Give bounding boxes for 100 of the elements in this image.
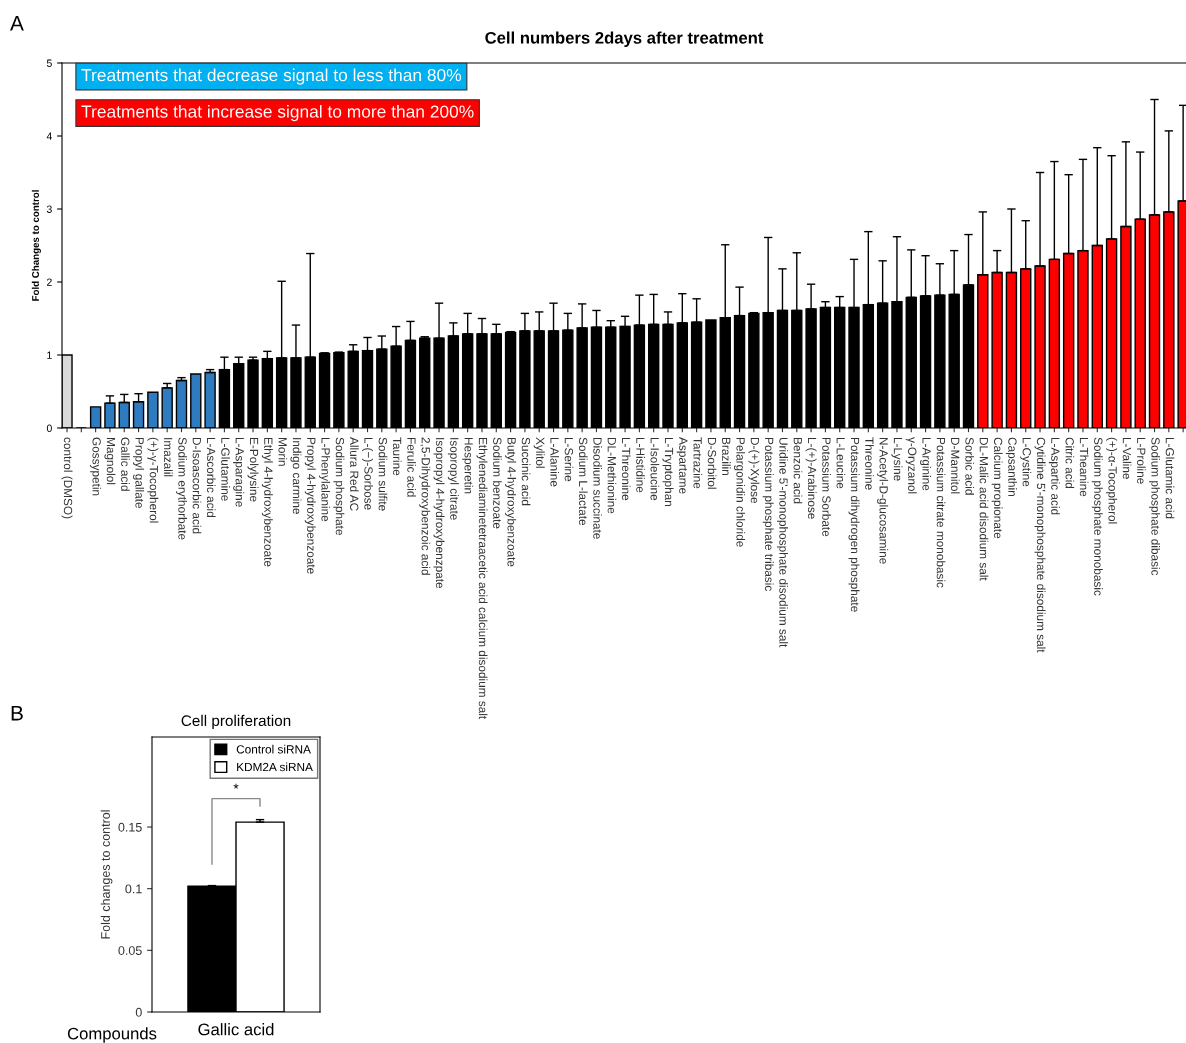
x-tick-label: L-Phenylalanine xyxy=(319,438,331,522)
x-tick-label: Pelargonidin chloride xyxy=(734,438,746,547)
x-tick-label: 2,5-Dihydroxybenzoic acid xyxy=(419,437,431,575)
x-tick-label: D-(+)-Xylose xyxy=(748,438,760,504)
x-tick-label: L-Alanine xyxy=(550,438,560,487)
x-tick-label: Succinic acid xyxy=(521,437,531,506)
x-tick-label: Sodium phosphate xyxy=(333,437,345,535)
x-tick-label: Gossypetin xyxy=(90,437,102,496)
x-tick-label: Potassium Sorbate xyxy=(822,438,831,537)
x-tick-label: L-Ascorbic acid xyxy=(206,438,216,517)
x-tick-label: Magnolol xyxy=(104,438,116,485)
y-tick-label: 0 xyxy=(135,1007,142,1017)
x-tick-label: Cytidine 5'-monophosphate disodium salt xyxy=(1034,437,1046,653)
x-tick-label: Ethylenediaminetetraacetic acid calcium disodium salt xyxy=(476,438,488,720)
x-tick-label: Disodium succinate xyxy=(593,438,602,539)
x-tick-label: (+)-α-Tocopherol xyxy=(1106,437,1118,524)
x-tick-label: L-Histidine xyxy=(636,438,645,493)
y-tick-label: 0.1 xyxy=(125,884,142,894)
x-tick-label: D-Mannitol xyxy=(951,438,960,494)
x-tick-label: Calcium propionate xyxy=(991,437,1003,539)
x-tick-label: L-Isoleucine xyxy=(650,438,660,501)
x-tick-label: Butyl 4-hydroxybenzoate xyxy=(505,438,517,567)
x-tick-label: Threonine xyxy=(865,437,874,490)
x-tick-label: L-Serine xyxy=(564,438,574,482)
x-tick-label: Taurine xyxy=(392,437,402,476)
x-tick-label: L-Glutamine xyxy=(221,438,230,501)
x-tick-label: Sodium sulfite xyxy=(378,437,388,511)
annotation: Treatments that decrease signal to less than 80% xyxy=(81,68,462,85)
x-tick-label: Sodium benzoate xyxy=(493,437,502,529)
x-tick-label: L-Theanine xyxy=(1079,438,1089,497)
x-tick-label: Potassium citrate monobasic xyxy=(936,438,946,588)
y-tick-label: 0.15 xyxy=(118,822,142,832)
x-tick-label: D-Isoascorbic acid xyxy=(192,438,202,534)
x-tick-label: Isopropyl citrate xyxy=(447,438,459,520)
x-tick-label: Propyl gallate xyxy=(133,438,145,509)
x-tick-label: control (DMSO) xyxy=(61,437,73,519)
x-tick-label: L-Tryptophan xyxy=(662,438,674,507)
x-tick-label: Morin xyxy=(278,438,288,466)
y-tick-label: 3 xyxy=(46,205,52,213)
y-tick-label: 4 xyxy=(46,132,52,140)
x-tick-label: Sodium L-lactate xyxy=(578,437,588,526)
x-tick-label: L-Proline xyxy=(1137,438,1146,484)
legend-label: KDM2A siRNA xyxy=(237,762,313,772)
x-tick-label: Ethyl 4-hydroxybenzoate xyxy=(261,438,273,567)
x-tick-label: Sodium erythorbate xyxy=(175,437,187,540)
y-tick-label: 0.05 xyxy=(118,946,142,955)
legend-label: Control siRNA xyxy=(236,744,311,754)
text: A xyxy=(10,16,24,31)
x-tick-label: Brazilin xyxy=(722,438,731,475)
x-tick-label: L-Glutamic acid xyxy=(1165,438,1175,519)
chart-title: Cell numbers 2days after treatment xyxy=(485,31,764,48)
x-tick-label: L-Threonine xyxy=(621,438,631,501)
x-tick-label: Sodium phosphate dibasic xyxy=(1149,437,1161,576)
x-tick-label: Isopropyl 4-hydroxybenzpate xyxy=(433,438,445,589)
x-tick-label: Imazalil xyxy=(164,438,173,477)
chart-title: Cell proliferation xyxy=(181,714,291,730)
x-tick-label: L-Asparagine xyxy=(233,438,245,507)
x-tick-label: D-Sorbitol xyxy=(707,438,717,489)
x-tick-label: L-Arginine xyxy=(920,438,932,491)
x-tick-label: Indigo carmine xyxy=(290,438,302,514)
x-tick-label: Gallic acid xyxy=(121,437,130,491)
y-axis-title: Fold Changes to control xyxy=(31,190,41,301)
x-tick-label: Citric acid xyxy=(1065,437,1075,489)
x-tick-label: Capsanthin xyxy=(1005,437,1017,496)
x-tick-label: γ-Oryzanol xyxy=(905,437,917,494)
y-tick-label: 0 xyxy=(46,424,52,432)
x-tick-label: Potassium phosphate tribasic xyxy=(762,438,774,591)
y-tick-label: 2 xyxy=(47,278,52,286)
text: B xyxy=(11,706,23,721)
y-axis-title: Fold changes to control xyxy=(100,810,113,939)
x-tick-label: (+)-γ-Tocopherol xyxy=(147,437,159,523)
x-tick-label: L-(−)-Sorbose xyxy=(362,438,374,510)
x-tick-label: Allura Red AC xyxy=(350,437,359,511)
x-tick-label: Ferulic acid xyxy=(407,438,416,497)
y-tick-label: 5 xyxy=(46,59,52,67)
x-tick-label: Gallic acid xyxy=(198,1023,274,1036)
x-tick-label: L-Cystine xyxy=(1020,438,1032,487)
x-tick-label: E-Polylysine xyxy=(247,438,259,502)
x-tick-label: Benzoic acid xyxy=(793,438,803,504)
x-tick-label: L-Aspartic acid xyxy=(1048,438,1060,515)
x-tick-label: Sodium phosphate monobasic xyxy=(1091,437,1103,596)
text: Compounds xyxy=(67,1027,157,1043)
x-tick-label: L-Valine xyxy=(1122,438,1132,479)
annotation: Treatments that increase signal to more than 200% xyxy=(81,104,474,122)
y-tick-label: 1 xyxy=(47,351,52,359)
x-tick-label: DL-Malic acid disodium salt xyxy=(979,438,989,581)
x-tick-label: L-Leucine xyxy=(836,438,846,489)
x-tick-label: DL-Methionine xyxy=(607,438,617,514)
annotation: * xyxy=(233,783,239,789)
x-tick-label: Sorbic acid xyxy=(965,437,974,495)
x-tick-label: N-Acetyl-D-glucosamine xyxy=(877,438,889,564)
x-tick-label: Aspartame xyxy=(676,437,688,494)
x-tick-label: Xylitol xyxy=(533,437,545,468)
x-tick-label: Uridine 5'-monophosphate disodium salt xyxy=(776,437,788,648)
x-tick-label: L-(+)-Arabinose xyxy=(805,438,817,519)
x-tick-label: Potassium dihydrogen phosphate xyxy=(848,438,860,612)
x-tick-label: L-Lysine xyxy=(891,438,903,481)
x-tick-label: Propyl 4-hydroxybenzoate xyxy=(304,438,316,574)
x-tick-label: Hesperetin xyxy=(462,438,474,494)
x-tick-label: Tartrazine xyxy=(693,437,703,489)
